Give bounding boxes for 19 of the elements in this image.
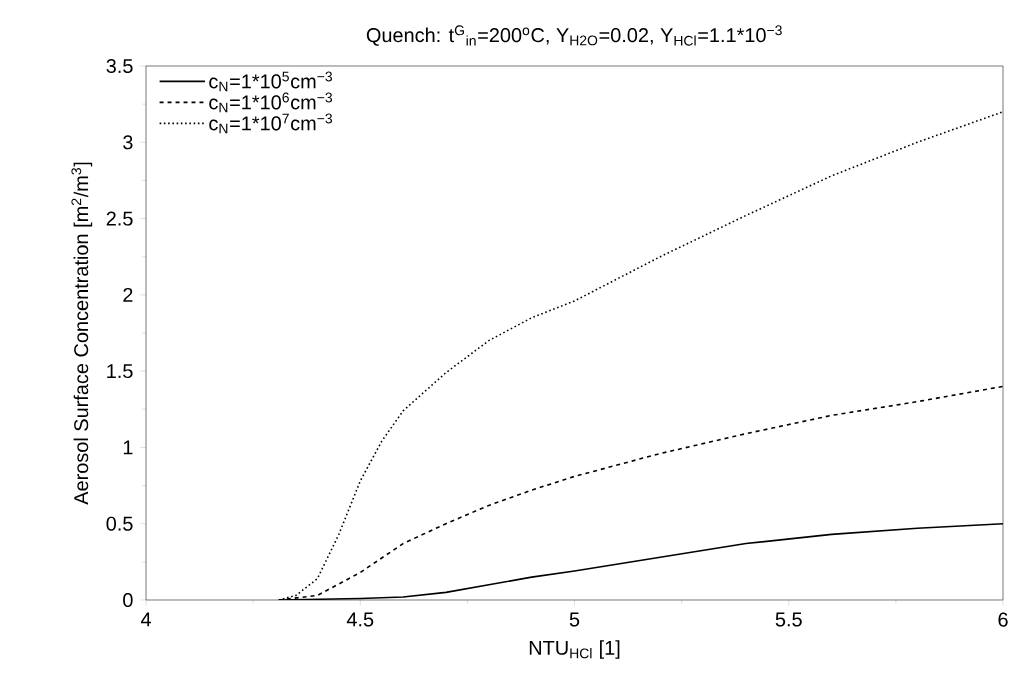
chart-title: Quench: t$^{G}$$_{in}$=200$^{o}$C, Y$_{H2O}$=0.02, Y$_{HCl}$=1.1*10$^{−3}$ bbox=[366, 25, 782, 46]
x-tick-label: 4.5 bbox=[346, 612, 374, 627]
y-tick-label: 2.5 bbox=[106, 211, 133, 226]
y-tick-label: 2 bbox=[123, 287, 133, 302]
x-tick-label: 4 bbox=[140, 612, 151, 627]
x-tick-label: 5.5 bbox=[775, 612, 802, 627]
x-axis-title: NTU$_{HCl}$ [1] bbox=[529, 640, 620, 659]
legend-label: c$_{N}$=1*10$^{6}$cm$^{−3}$ bbox=[209, 92, 333, 113]
legend-label: c$_{N}$=1*10$^{7}$cm$^{−3}$ bbox=[209, 113, 333, 134]
y-tick-label: 0.5 bbox=[106, 516, 133, 531]
y-tick-label: 3.5 bbox=[106, 58, 133, 74]
y-tick-label: 0 bbox=[123, 592, 133, 608]
y-tick-label: 1 bbox=[123, 440, 133, 455]
y-tick-label: 1.5 bbox=[107, 364, 133, 379]
legend-label: c$_{N}$=1*10$^{5}$cm$^{−3}$ bbox=[209, 71, 333, 92]
y-axis-title: Aerosol Surface Concentration [m$^{2}$/m$^{3}$] bbox=[71, 162, 93, 505]
x-tick-label: 5 bbox=[569, 612, 580, 627]
y-tick-label: 3 bbox=[123, 135, 133, 150]
x-tick-label: 6 bbox=[998, 612, 1008, 627]
